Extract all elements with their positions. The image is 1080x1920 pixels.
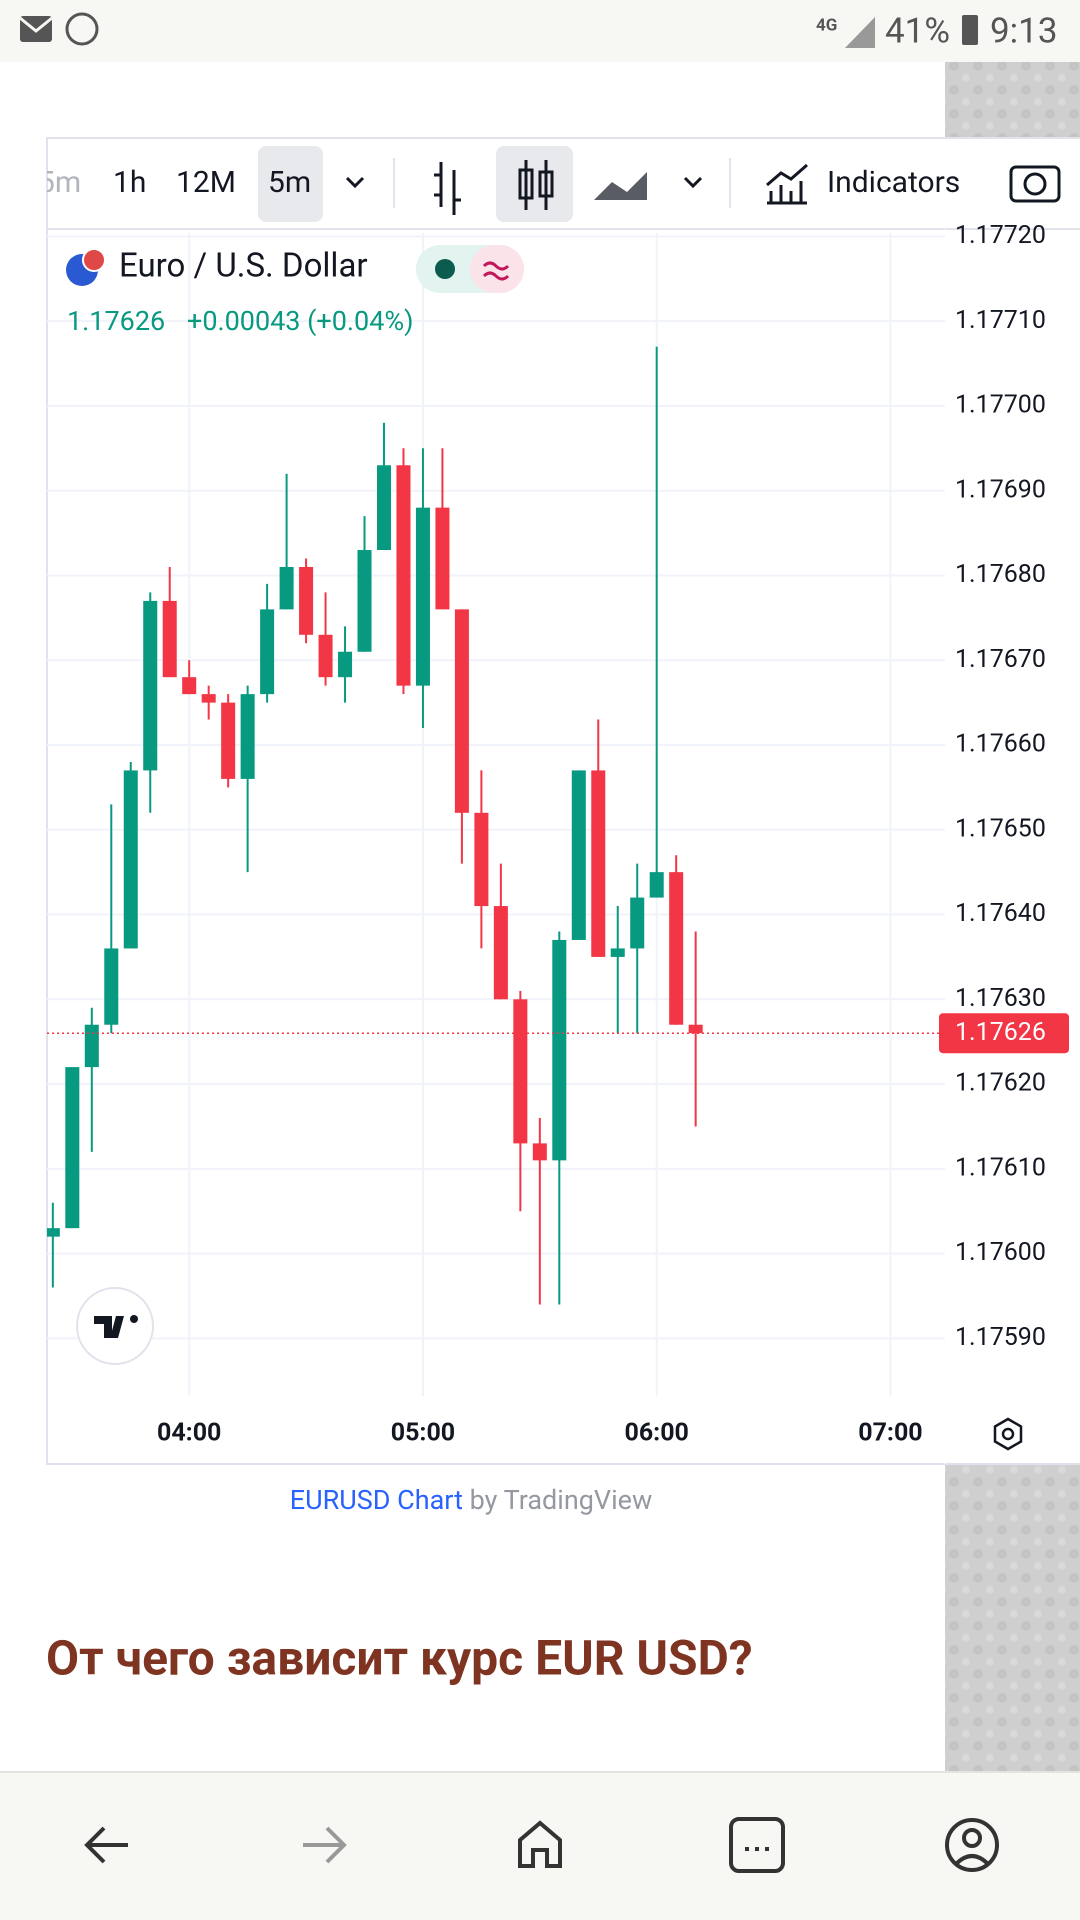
clock: 9:13	[990, 10, 1058, 51]
viber-icon	[65, 12, 99, 46]
signal-icon	[845, 17, 875, 48]
y-tick-label: 1.17650	[955, 814, 1046, 843]
x-tick-label: 07:00	[858, 1419, 922, 1448]
battery-icon	[962, 15, 978, 45]
y-tick-label: 1.17660	[955, 730, 1046, 759]
candle-body	[415, 507, 430, 686]
attribution: EURUSD Chart by TradingView	[290, 1484, 653, 1516]
y-tick-label: 1.17670	[955, 645, 1046, 674]
indicators-button[interactable]: Indicators	[827, 165, 960, 200]
forward-button[interactable]	[303, 1826, 347, 1864]
candle-body	[84, 1024, 99, 1068]
battery-level: 41%	[885, 10, 950, 51]
x-tick-label: 06:00	[624, 1419, 688, 1448]
x-tick-label: 05:00	[391, 1419, 455, 1448]
y-tick-label: 1.17710	[955, 306, 1046, 335]
y-tick-label: 1.17600	[955, 1238, 1046, 1267]
candle-body	[221, 702, 236, 779]
candle-body	[143, 600, 158, 771]
area-icon[interactable]	[594, 172, 647, 200]
chart-card	[46, 137, 1080, 1465]
price-change: +0.00043 (+0.04%)	[187, 305, 414, 337]
x-tick-label: 04:00	[157, 1419, 221, 1448]
dropdown[interactable]	[345, 176, 365, 189]
interval[interactable]: 12M	[176, 165, 236, 200]
y-tick-label: 1.17690	[955, 475, 1046, 504]
candle-body	[396, 465, 411, 686]
candle-body	[454, 609, 469, 813]
settings-icon[interactable]	[993, 1417, 1023, 1451]
article-heading: От чего зависит курс EUR USD?	[46, 1630, 753, 1687]
interval[interactable]: 5m	[38, 165, 81, 200]
candle-body	[65, 1067, 80, 1229]
candle-body	[123, 770, 138, 949]
interval-selected	[258, 146, 323, 222]
candle-body	[357, 550, 372, 652]
candle-body	[493, 906, 508, 1000]
dropdown[interactable]	[683, 176, 703, 189]
mail-icon	[20, 16, 52, 42]
last-price-label: 1.17626	[955, 1018, 1046, 1047]
candle-body	[201, 694, 216, 703]
candle-body	[552, 939, 567, 1161]
y-tick-label: 1.17700	[955, 391, 1046, 420]
candle-body	[571, 770, 586, 940]
symbol-name: Euro / U.S. Dollar	[119, 247, 368, 286]
candle-body	[435, 507, 450, 610]
candle-body	[299, 566, 314, 635]
camera-icon[interactable]	[1009, 165, 1061, 203]
candle-body	[591, 770, 606, 957]
candle-body	[162, 600, 177, 678]
candle-body	[338, 651, 353, 678]
y-tick-label: 1.17720	[955, 221, 1046, 250]
candle-body	[182, 677, 197, 695]
candle-body	[318, 634, 333, 678]
candle-body	[513, 999, 528, 1144]
y-tick-label: 1.17630	[955, 984, 1046, 1013]
candle-body	[688, 1024, 703, 1034]
candle-body	[279, 566, 294, 610]
home-button[interactable]	[518, 1820, 562, 1868]
candle-body	[532, 1143, 547, 1161]
interval[interactable]: 1h	[113, 165, 146, 200]
y-tick-label: 1.17610	[955, 1153, 1046, 1182]
candle-body	[240, 694, 255, 779]
interval[interactable]: 5m	[268, 165, 311, 200]
plot-area	[47, 233, 945, 1396]
y-tick-label: 1.17640	[955, 899, 1046, 928]
candles-icon[interactable]	[518, 168, 534, 200]
candle-body	[376, 465, 392, 551]
profile-button[interactable]	[945, 1818, 999, 1872]
last-price: 1.17626	[67, 305, 165, 337]
last-price-tag	[939, 1013, 1069, 1054]
status-bar	[0, 0, 1080, 62]
tabs-button[interactable]	[729, 1817, 785, 1873]
credit: by TradingView	[470, 1484, 653, 1516]
candle-body	[649, 872, 664, 898]
candle-body	[260, 609, 275, 695]
candle-body	[474, 812, 489, 907]
candle-body	[47, 1228, 60, 1237]
y-tick-label: 1.17620	[955, 1069, 1046, 1098]
y-tick-label: 1.17680	[955, 560, 1046, 589]
chart-link[interactable]: EURUSD Chart	[290, 1484, 463, 1516]
y-tick-label: 1.17590	[955, 1323, 1046, 1352]
candle-body	[669, 872, 684, 1025]
network: 4G	[816, 15, 837, 35]
indicators-icon[interactable]	[766, 163, 808, 205]
nav-bar	[0, 1772, 1080, 1920]
candle-body	[610, 948, 625, 957]
candle-body	[104, 948, 119, 1025]
candle-body	[630, 897, 645, 949]
back-button[interactable]	[84, 1826, 128, 1864]
bars-icon[interactable]	[434, 162, 461, 215]
